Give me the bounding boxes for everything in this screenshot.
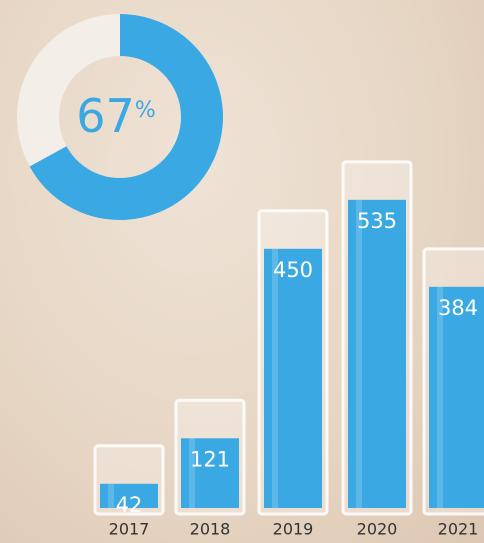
donut-label: 67% xyxy=(76,89,155,143)
bar xyxy=(348,199,406,508)
x-tick-label: 2020 xyxy=(357,520,398,539)
bar-shine xyxy=(437,286,443,508)
bar xyxy=(429,286,484,508)
x-tick-label: 2019 xyxy=(273,520,314,539)
bar xyxy=(100,483,158,508)
x-tick-label: 2018 xyxy=(190,520,231,539)
value-label: 535 xyxy=(357,209,397,233)
bar-shine xyxy=(189,438,195,508)
bar xyxy=(181,438,239,508)
value-label: 42 xyxy=(116,493,143,517)
bar xyxy=(264,248,322,509)
donut-arc xyxy=(17,14,223,220)
x-tick-label: 2021 xyxy=(438,520,479,539)
value-label: 121 xyxy=(190,447,230,471)
bar-shine xyxy=(272,248,278,509)
bar-shine xyxy=(356,199,362,508)
donut-unit: % xyxy=(135,98,156,123)
value-label: 384 xyxy=(438,296,478,320)
x-tick-label: 2017 xyxy=(109,520,150,539)
donut-value: 67 xyxy=(76,89,135,143)
value-label: 450 xyxy=(273,258,313,282)
bar-shine xyxy=(108,483,114,508)
